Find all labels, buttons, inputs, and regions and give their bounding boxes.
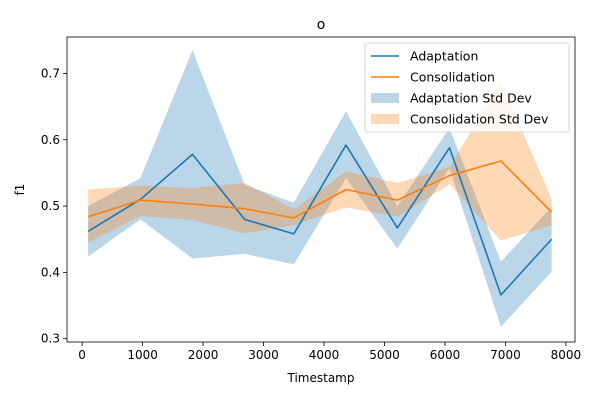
y-tick-label: 0.3 <box>41 332 60 346</box>
std-band-1 <box>88 81 552 243</box>
legend-label: Consolidation <box>410 70 495 85</box>
legend-label: Adaptation <box>410 49 478 64</box>
y-tick-label: 0.4 <box>41 265 60 279</box>
y-tick-label: 0.7 <box>41 66 60 80</box>
legend-label: Adaptation Std Dev <box>410 91 532 106</box>
x-tick-label: 4000 <box>309 348 340 362</box>
legend-patch-swatch <box>371 93 399 103</box>
legend-box <box>364 42 570 133</box>
x-tick-label: 6000 <box>430 348 461 362</box>
y-tick-label: 0.5 <box>41 199 60 213</box>
plot-area <box>66 36 576 343</box>
x-axis-label: Timestamp <box>287 371 355 385</box>
legend: Adaptation Consolidation Adaptation Std De… <box>364 42 570 133</box>
series-line-1 <box>87 160 553 219</box>
x-tick-label: 1000 <box>127 348 158 362</box>
x-tick-label: 7000 <box>490 348 521 362</box>
chart-title: o <box>317 17 326 33</box>
x-tick-label: 8000 <box>551 348 582 362</box>
legend-item-series-0: Adaptation <box>371 49 478 64</box>
legend-item-band-1: Consolidation Std Dev <box>371 112 549 127</box>
series-line-0 <box>87 144 553 296</box>
x-tick-label: 0 <box>78 348 86 362</box>
x-tick-label: 5000 <box>369 348 400 362</box>
legend-label: Consolidation Std Dev <box>410 112 549 127</box>
axes-frame <box>66 36 576 343</box>
x-tick-label: 3000 <box>248 348 279 362</box>
x-axis-ticks: 0 1000 2000 3000 4000 5000 6000 7000 8000 <box>78 342 581 362</box>
x-tick-label: 2000 <box>188 348 219 362</box>
legend-item-band-0: Adaptation Std Dev <box>371 91 532 106</box>
legend-patch-swatch <box>371 114 399 124</box>
series-lines <box>87 144 553 296</box>
y-axis-label: f1 <box>13 184 27 196</box>
y-tick-label: 0.6 <box>41 133 60 147</box>
y-axis-ticks: 0.3 0.4 0.5 0.6 0.7 <box>41 66 67 346</box>
legend-item-series-1: Consolidation <box>371 70 495 85</box>
